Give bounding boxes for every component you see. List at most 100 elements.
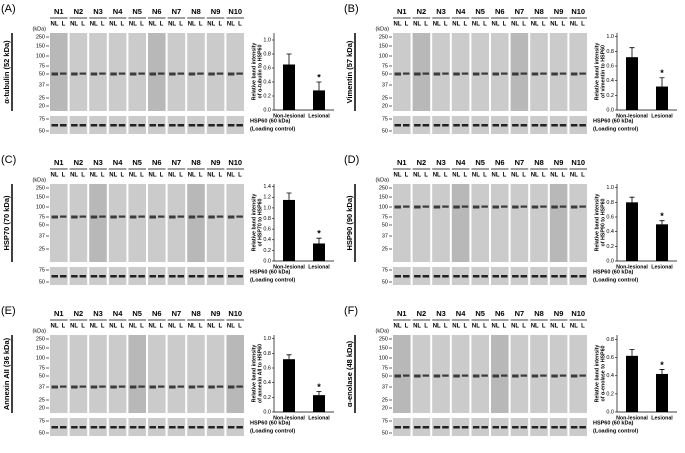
protein-label: α-enolase (48 kDa) xyxy=(345,340,354,407)
blot-lane xyxy=(69,335,88,413)
band xyxy=(236,385,243,388)
significance-mark: * xyxy=(317,382,321,392)
sublane-label: L xyxy=(101,22,105,28)
sublane-label: L xyxy=(405,173,409,179)
loading-band xyxy=(129,275,137,278)
lane-label: N6 xyxy=(152,7,162,16)
loading-band xyxy=(227,124,235,127)
sublane-label: L xyxy=(542,324,546,330)
loading-band xyxy=(149,275,156,278)
loading-lane xyxy=(393,418,411,436)
band xyxy=(99,385,106,388)
band xyxy=(177,385,185,388)
band xyxy=(138,385,145,388)
blot-lane xyxy=(432,184,450,262)
sublane-label: NL xyxy=(149,173,157,179)
lane-label: N6 xyxy=(152,309,162,318)
x-tick-label: Lesional xyxy=(308,264,330,270)
sublane-label: L xyxy=(581,324,585,330)
band xyxy=(512,205,519,209)
lane-label: N5 xyxy=(132,7,142,16)
y-axis-label: of α-tubulin to HSP60 xyxy=(257,45,263,99)
loading-band xyxy=(442,275,449,278)
error-bar xyxy=(659,220,665,225)
band xyxy=(520,72,528,75)
blot-lane xyxy=(451,335,470,413)
loading-band xyxy=(472,426,480,429)
blot-lane xyxy=(510,184,529,262)
sublane-label: L xyxy=(140,22,144,28)
band xyxy=(90,215,98,219)
band xyxy=(208,385,215,389)
kda-unit: (kDa) xyxy=(33,177,47,183)
band xyxy=(188,385,196,389)
loading-band xyxy=(118,275,126,278)
loading-band xyxy=(403,124,410,127)
y-tick-label: 1.0 xyxy=(606,185,614,191)
sublane-label: L xyxy=(179,324,183,330)
lane-label: N6 xyxy=(495,309,505,318)
y-tick-label: 0.2 xyxy=(263,395,271,401)
y-tick-label: 0.2 xyxy=(263,248,271,254)
band xyxy=(461,374,469,377)
band xyxy=(158,72,165,75)
loading-lane xyxy=(226,116,244,134)
sublane-label: NL xyxy=(207,324,215,330)
loading-lane xyxy=(549,418,568,436)
bar xyxy=(313,90,325,110)
loading-band xyxy=(414,275,421,278)
blot-lane xyxy=(148,335,166,413)
sublane-label: NL xyxy=(433,173,441,179)
blot-lane xyxy=(226,33,244,111)
sublane-label: L xyxy=(483,22,487,28)
loading-band xyxy=(481,275,488,278)
loading-lane xyxy=(148,267,166,285)
sublane-label: NL xyxy=(188,324,196,330)
band xyxy=(559,205,567,208)
lane-label: N10 xyxy=(228,158,242,167)
sublane-label: NL xyxy=(149,22,157,28)
blot-lane xyxy=(451,33,470,111)
loading-band xyxy=(110,426,117,429)
panel-label: (D) xyxy=(344,154,359,166)
sublane-label: NL xyxy=(227,22,235,28)
y-tick-label: 0.6 xyxy=(606,214,614,220)
loading-marker-label: 50 xyxy=(39,279,45,285)
loading-lane xyxy=(510,418,529,436)
lane-label: N5 xyxy=(132,158,142,167)
panel-label: (A) xyxy=(1,3,16,15)
sublane-label: L xyxy=(218,22,222,28)
blot-lane xyxy=(89,335,107,413)
marker-label: 75 xyxy=(39,63,45,69)
loading-label: HSP60 (60 kDa) xyxy=(250,118,291,124)
loading-band xyxy=(551,275,558,278)
y-tick-label: 0.6 xyxy=(263,227,271,233)
loading-marker-label: 50 xyxy=(39,430,45,436)
loading-lane xyxy=(187,116,205,134)
band xyxy=(118,72,126,75)
y-tick-label: 1.4 xyxy=(263,184,271,190)
sublane-label: NL xyxy=(90,173,98,179)
bar xyxy=(313,395,325,412)
sublane-label: NL xyxy=(227,324,235,330)
loading-lane xyxy=(491,418,509,436)
blot-lane xyxy=(206,184,225,262)
marker-label: 250 xyxy=(379,336,388,342)
loading-lane xyxy=(510,267,529,285)
sublane-label: L xyxy=(179,173,183,179)
x-tick-label: Lesional xyxy=(308,113,330,119)
sublane-label: L xyxy=(160,22,164,28)
band xyxy=(149,385,156,389)
sublane-label: NL xyxy=(511,173,519,179)
lane-label: N10 xyxy=(228,309,242,318)
sublane-label: NL xyxy=(472,22,480,28)
sublane-label: NL xyxy=(531,22,539,28)
blot-lane xyxy=(128,335,146,413)
marker-label: 100 xyxy=(36,204,45,210)
loading-band xyxy=(570,124,578,127)
bar xyxy=(626,202,638,261)
loading-lane xyxy=(393,116,411,134)
loading-marker-label: 50 xyxy=(382,430,388,436)
